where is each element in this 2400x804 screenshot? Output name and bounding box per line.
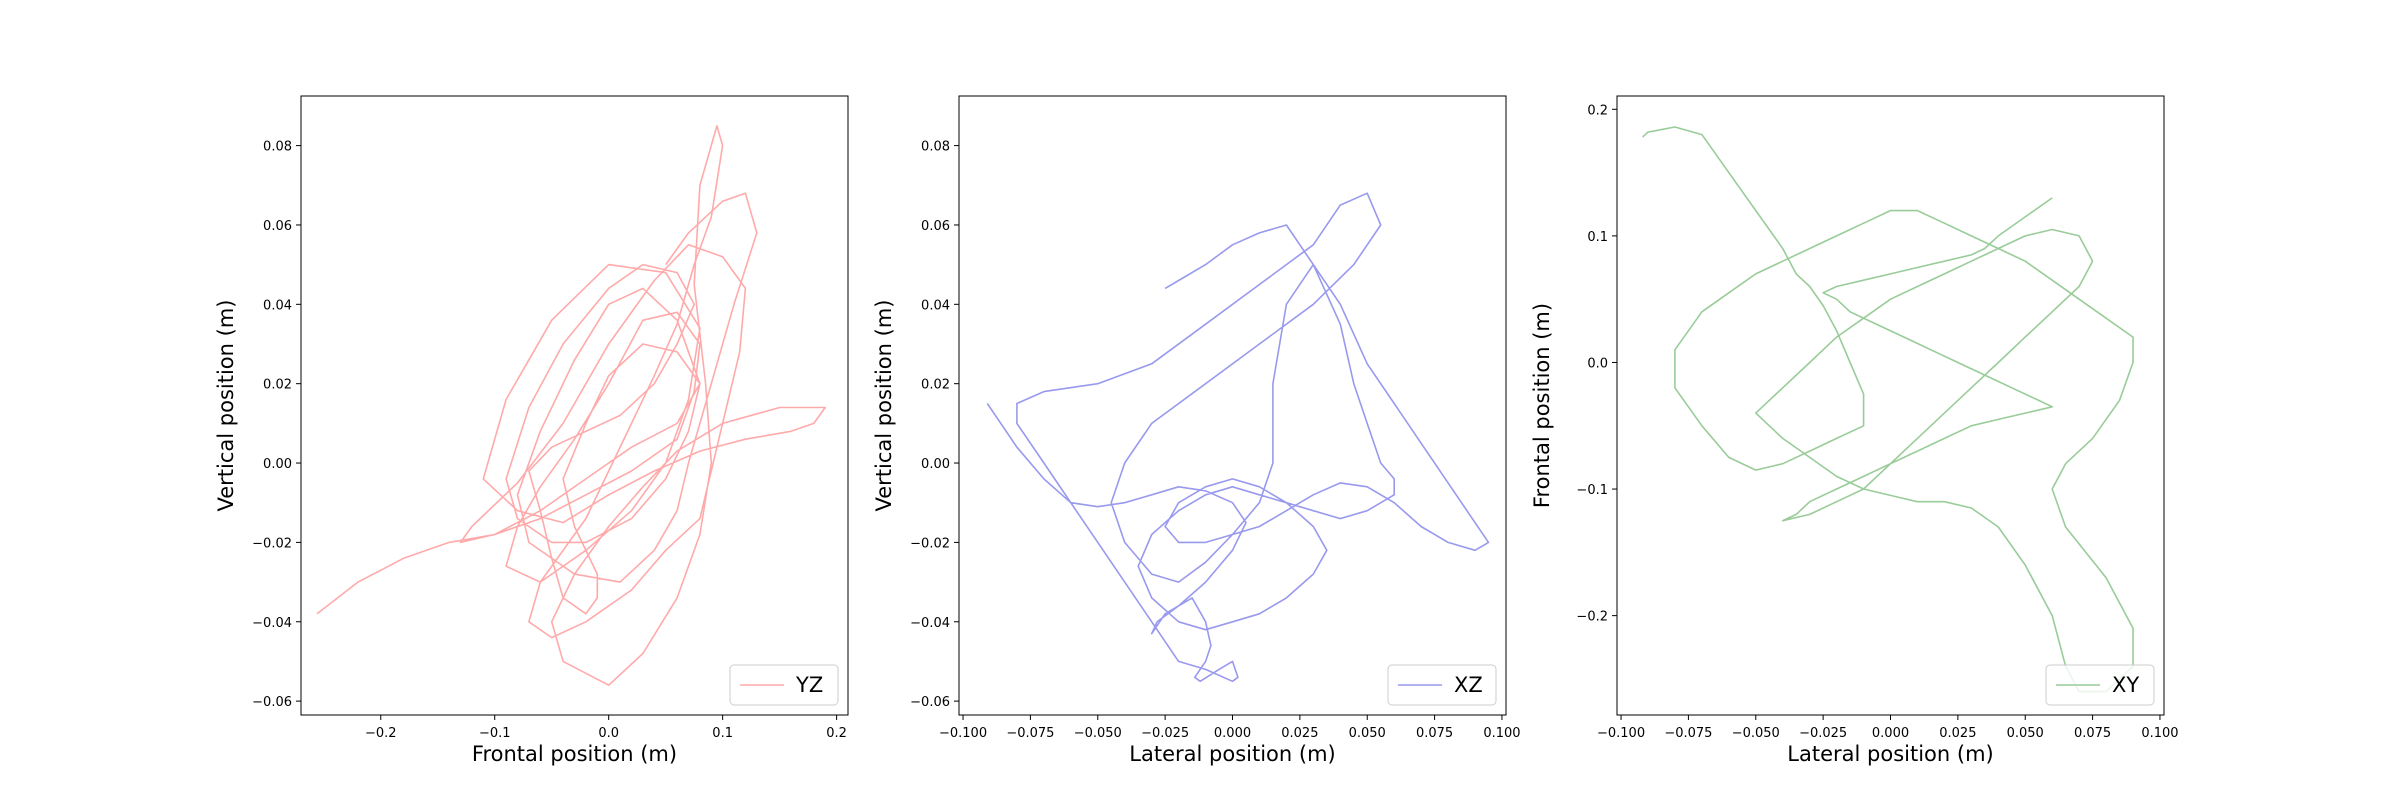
- y-tick-label: 0.02: [921, 378, 950, 393]
- panel-yz: Frontal position (m) Vertical position (…: [214, 95, 849, 766]
- x-tick-label: 0.000: [1872, 726, 1909, 741]
- x-tick-label: −0.050: [1074, 726, 1122, 741]
- y-tick-label: 0.02: [263, 378, 292, 393]
- x-tick-label: −0.025: [1141, 726, 1189, 741]
- y-tick-label: −0.2: [1576, 610, 1608, 625]
- x-tick-label: 0.0: [598, 726, 619, 741]
- y-axis-label: Vertical position (m): [872, 300, 896, 512]
- x-tick-label: −0.075: [1664, 726, 1712, 741]
- x-tick-label: 0.100: [2141, 726, 2178, 741]
- x-tick-label: 0.050: [2007, 726, 2044, 741]
- y-tick-label: −0.02: [252, 536, 292, 551]
- y-tick-label: −0.06: [252, 695, 292, 710]
- x-axis-label: Lateral position (m): [1129, 742, 1335, 766]
- y-tick-label: 0.00: [921, 457, 950, 472]
- x-tick-label: 0.075: [1416, 726, 1453, 741]
- x-tick-label: 0.1: [712, 726, 733, 741]
- legend: XY: [2045, 664, 2155, 706]
- panel-xy: Lateral position (m) Frontal position (m…: [1530, 95, 2179, 766]
- legend: XZ: [1387, 664, 1497, 706]
- y-tick-label: 0.08: [263, 140, 292, 155]
- x-tick-label: 0.025: [1281, 726, 1318, 741]
- y-tick-label: 0.04: [921, 298, 950, 313]
- x-tick-label: 0.2: [826, 726, 847, 741]
- y-tick-label: 0.1: [1587, 230, 1608, 245]
- x-tick-label: 0.050: [1349, 726, 1386, 741]
- x-tick-label: 0.100: [1483, 726, 1520, 741]
- x-tick-label: 0.075: [2074, 726, 2111, 741]
- series-line-xz: [986, 192, 1490, 683]
- axes-frame: [300, 95, 849, 716]
- x-axis-label: Frontal position (m): [472, 742, 677, 766]
- plot-area: [300, 95, 849, 716]
- legend-label: XY: [2112, 673, 2139, 697]
- y-tick-label: 0.2: [1587, 103, 1608, 118]
- y-tick-label: −0.06: [910, 695, 950, 710]
- x-tick-label: 0.000: [1214, 726, 1251, 741]
- y-axis-label: Frontal position (m): [1530, 303, 1554, 508]
- legend-label: YZ: [795, 673, 823, 697]
- panel-xz: Lateral position (m) Vertical position (…: [872, 95, 1521, 766]
- y-tick-label: 0.0: [1587, 356, 1608, 371]
- series-line-xy: [1642, 126, 2134, 693]
- legend: YZ: [729, 664, 839, 706]
- y-tick-label: −0.1: [1576, 483, 1608, 498]
- y-tick-label: 0.04: [263, 298, 292, 313]
- y-tick-label: −0.04: [910, 616, 950, 631]
- x-tick-label: −0.025: [1799, 726, 1847, 741]
- y-tick-label: 0.06: [263, 219, 292, 234]
- legend-label: XZ: [1454, 673, 1483, 697]
- y-tick-label: 0.06: [921, 219, 950, 234]
- x-tick-label: −0.050: [1732, 726, 1780, 741]
- x-tick-label: −0.1: [479, 726, 511, 741]
- y-axis-label: Vertical position (m): [214, 300, 238, 512]
- x-tick-label: −0.2: [365, 726, 397, 741]
- y-tick-label: 0.08: [921, 140, 950, 155]
- x-axis-label: Lateral position (m): [1787, 742, 1993, 766]
- y-tick-label: 0.00: [263, 457, 292, 472]
- x-tick-label: −0.100: [939, 726, 987, 741]
- x-tick-label: −0.075: [1006, 726, 1054, 741]
- series-line-yz: [316, 125, 826, 686]
- y-tick-label: −0.04: [252, 616, 292, 631]
- x-tick-label: −0.100: [1597, 726, 1645, 741]
- x-tick-label: 0.025: [1939, 726, 1976, 741]
- y-tick-label: −0.02: [910, 536, 950, 551]
